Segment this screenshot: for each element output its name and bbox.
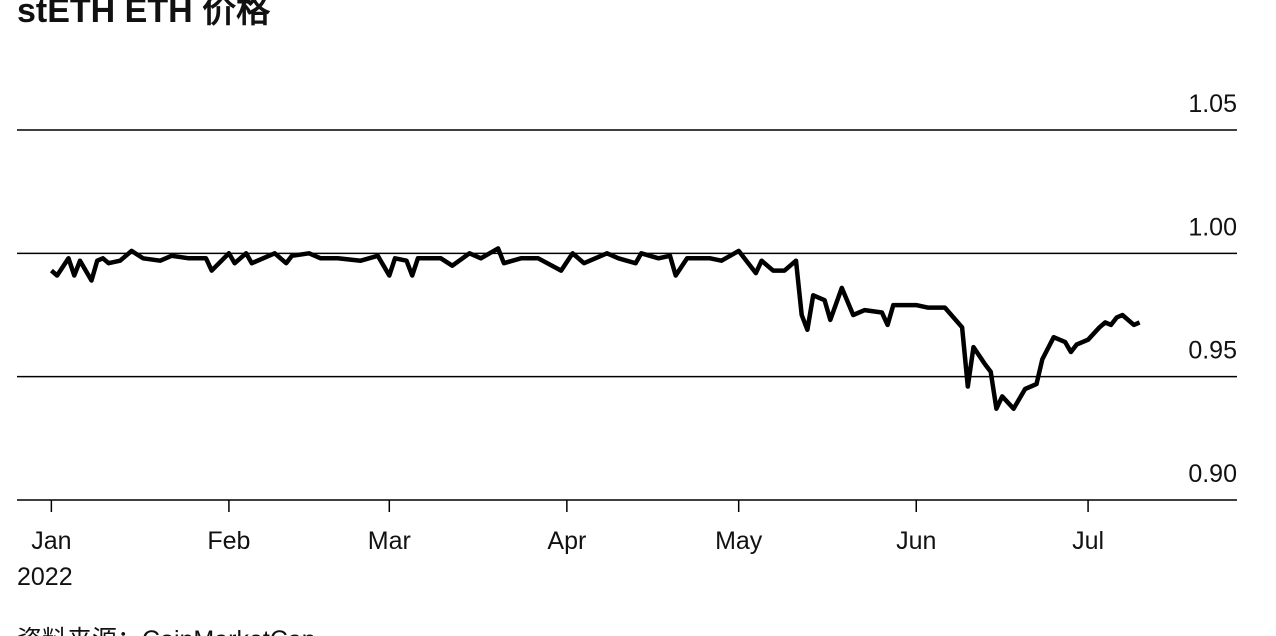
x-tick-label: Apr [547,527,586,555]
chart-title: stETH ETH 价格 [17,0,271,30]
x-tick-label: Jun [896,527,936,555]
x-tick-label: Jul [1072,527,1104,555]
x-tick-label: Mar [368,527,411,555]
y-tick-label: 0.95 [1188,337,1237,365]
price-line [49,246,1141,411]
x-year-label: 2022 [17,563,73,591]
source: 资料来源：CoinMarketCap [17,626,316,636]
y-tick-label: 0.90 [1188,460,1237,488]
y-tick-label: 1.05 [1188,90,1237,118]
x-tick-label: Jan [31,527,71,555]
x-tick-label: Feb [207,527,250,555]
x-tick-label: May [715,527,763,555]
y-tick-label: 1.00 [1188,213,1237,241]
